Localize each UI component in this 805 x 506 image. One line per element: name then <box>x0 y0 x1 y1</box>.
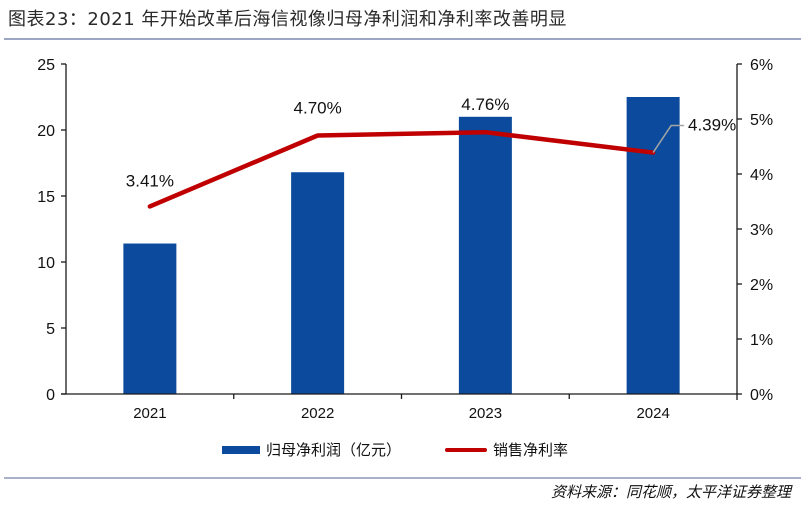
legend: 归母净利润（亿元） 销售净利率 <box>222 439 612 460</box>
footer-divider <box>4 477 801 479</box>
right-tick-label: 1% <box>750 332 773 349</box>
bar-2021 <box>123 243 177 394</box>
label-leader-line <box>652 124 685 153</box>
right-tick-label: 0% <box>750 387 773 404</box>
category-label: 2023 <box>469 405 502 422</box>
bar-series <box>123 97 680 395</box>
left-tick-label: 0 <box>46 387 55 404</box>
right-tick-label: 3% <box>750 222 773 239</box>
net-margin-line <box>147 129 656 209</box>
bar-2022 <box>291 172 345 394</box>
axes: 0 5 10 15 20 25 0% 1% 2% 3% 4% 5% 6% 2021 2022 2023 2024 <box>37 57 773 422</box>
right-tick-label: 4% <box>750 167 773 184</box>
chart-title: 图表23：2021 年开始改革后海信视像归母净利润和净利率改善明显 <box>8 9 567 30</box>
legend-item-net-profit: 归母净利润（亿元） <box>222 439 401 460</box>
legend-line-swatch-icon <box>445 447 488 452</box>
bar-2023 <box>458 116 512 395</box>
left-tick-label: 5 <box>46 321 55 338</box>
left-tick-label: 25 <box>37 57 55 74</box>
legend-bar-label: 归母净利润（亿元） <box>266 441 402 459</box>
data-label-2022: 4.70% <box>294 99 342 118</box>
legend-bar-swatch-icon <box>222 445 260 454</box>
line-series <box>147 129 656 209</box>
source-note: 资料来源：同花顺，太平洋证券整理 <box>550 483 791 501</box>
category-label: 2024 <box>636 405 669 422</box>
header-divider <box>4 38 801 40</box>
data-label-2024: 4.39% <box>688 116 736 135</box>
category-label: 2022 <box>301 405 334 422</box>
data-label-2021: 3.41% <box>126 171 174 190</box>
chart-plot-area: 0 5 10 15 20 25 0% 1% 2% 3% 4% 5% 6% 2021 2022 2023 2024… <box>37 57 773 422</box>
left-tick-label: 15 <box>37 189 55 206</box>
data-label-2023: 4.76% <box>461 95 509 114</box>
legend-item-net-margin: 销售净利率 <box>445 439 568 460</box>
category-label: 2021 <box>133 405 166 422</box>
bar-2024 <box>626 97 680 394</box>
left-tick-label: 20 <box>37 123 55 140</box>
data-labels: 3.41% 4.70% 4.76% 4.39% <box>126 95 736 190</box>
right-tick-label: 2% <box>750 277 773 294</box>
right-tick-label: 5% <box>750 112 773 129</box>
legend-line-label: 销售净利率 <box>493 441 569 459</box>
left-tick-label: 10 <box>37 255 55 272</box>
right-tick-label: 6% <box>750 57 773 74</box>
